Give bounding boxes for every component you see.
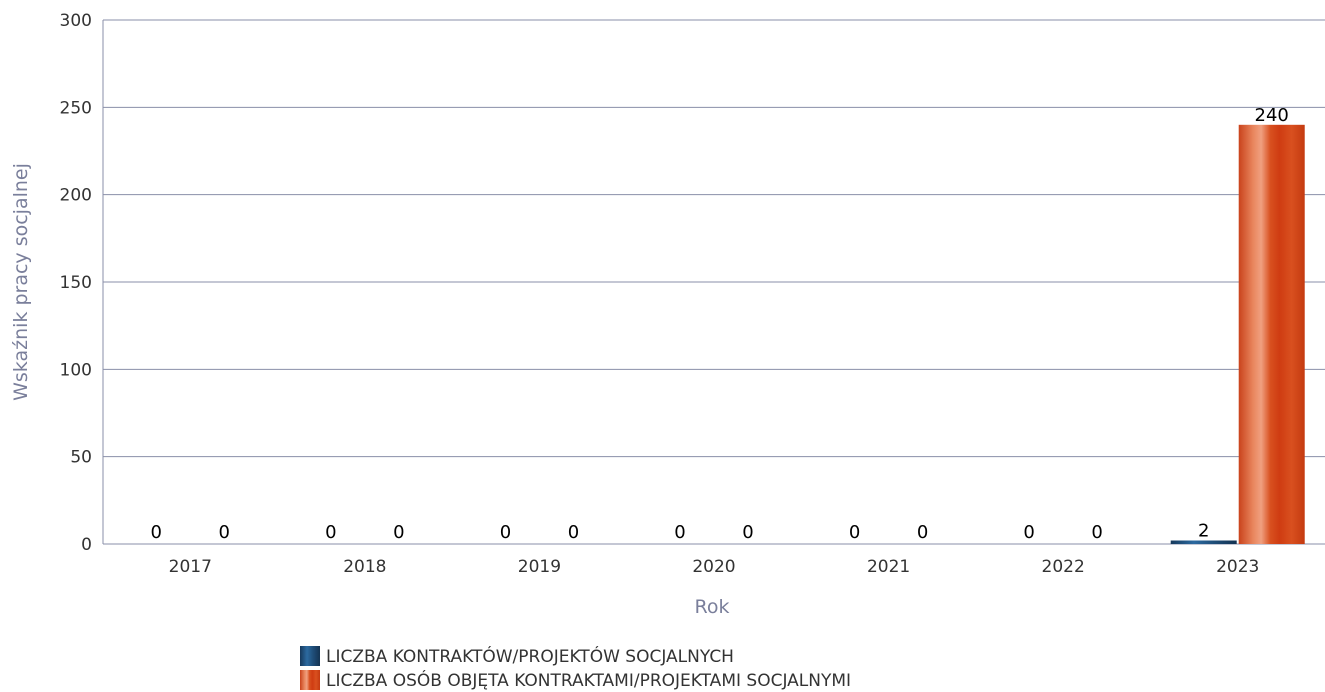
y-tick-label: 300 — [60, 11, 92, 31]
data-label: 0 — [568, 522, 579, 543]
data-label: 0 — [219, 522, 230, 543]
data-label: 240 — [1255, 105, 1289, 126]
data-label: 0 — [1091, 522, 1102, 543]
x-axis-title: Rok — [695, 596, 730, 618]
data-label: 0 — [1023, 522, 1034, 543]
y-tick-label: 50 — [70, 448, 92, 468]
legend-label: LICZBA KONTRAKTÓW/PROJEKTÓW SOCJALNYCH — [326, 645, 734, 667]
y-tick-label: 0 — [81, 535, 92, 555]
data-label: 0 — [151, 522, 162, 543]
data-label: 0 — [674, 522, 685, 543]
x-tick-label: 2017 — [169, 557, 212, 577]
data-label: 0 — [849, 522, 860, 543]
data-label: 0 — [393, 522, 404, 543]
x-tick-label: 2020 — [692, 557, 735, 577]
y-tick-label: 150 — [60, 273, 92, 293]
y-axis-title: Wskaźnik pracy socjalnej — [10, 163, 32, 401]
data-label: 0 — [500, 522, 511, 543]
data-label: 0 — [742, 522, 753, 543]
legend-label: LICZBA OSÓB OBJĘTA KONTRAKTAMI/PROJEKTAM… — [326, 669, 851, 691]
legend: LICZBA KONTRAKTÓW/PROJEKTÓW SOCJALNYCHLI… — [300, 645, 851, 691]
x-tick-label: 2022 — [1042, 557, 1085, 577]
x-tick-label: 2021 — [867, 557, 910, 577]
x-tick-label: 2018 — [343, 557, 386, 577]
bar — [1238, 124, 1305, 545]
bar — [1170, 540, 1237, 544]
y-tick-label: 250 — [60, 98, 92, 118]
y-tick-label: 100 — [60, 360, 92, 380]
x-tick-label: 2019 — [518, 557, 561, 577]
data-label: 0 — [325, 522, 336, 543]
legend-swatch — [300, 646, 320, 666]
x-tick-label: 2023 — [1216, 557, 1259, 577]
y-tick-label: 200 — [60, 186, 92, 206]
data-label: 2 — [1198, 521, 1209, 542]
legend-swatch — [300, 670, 320, 690]
data-label: 0 — [917, 522, 928, 543]
